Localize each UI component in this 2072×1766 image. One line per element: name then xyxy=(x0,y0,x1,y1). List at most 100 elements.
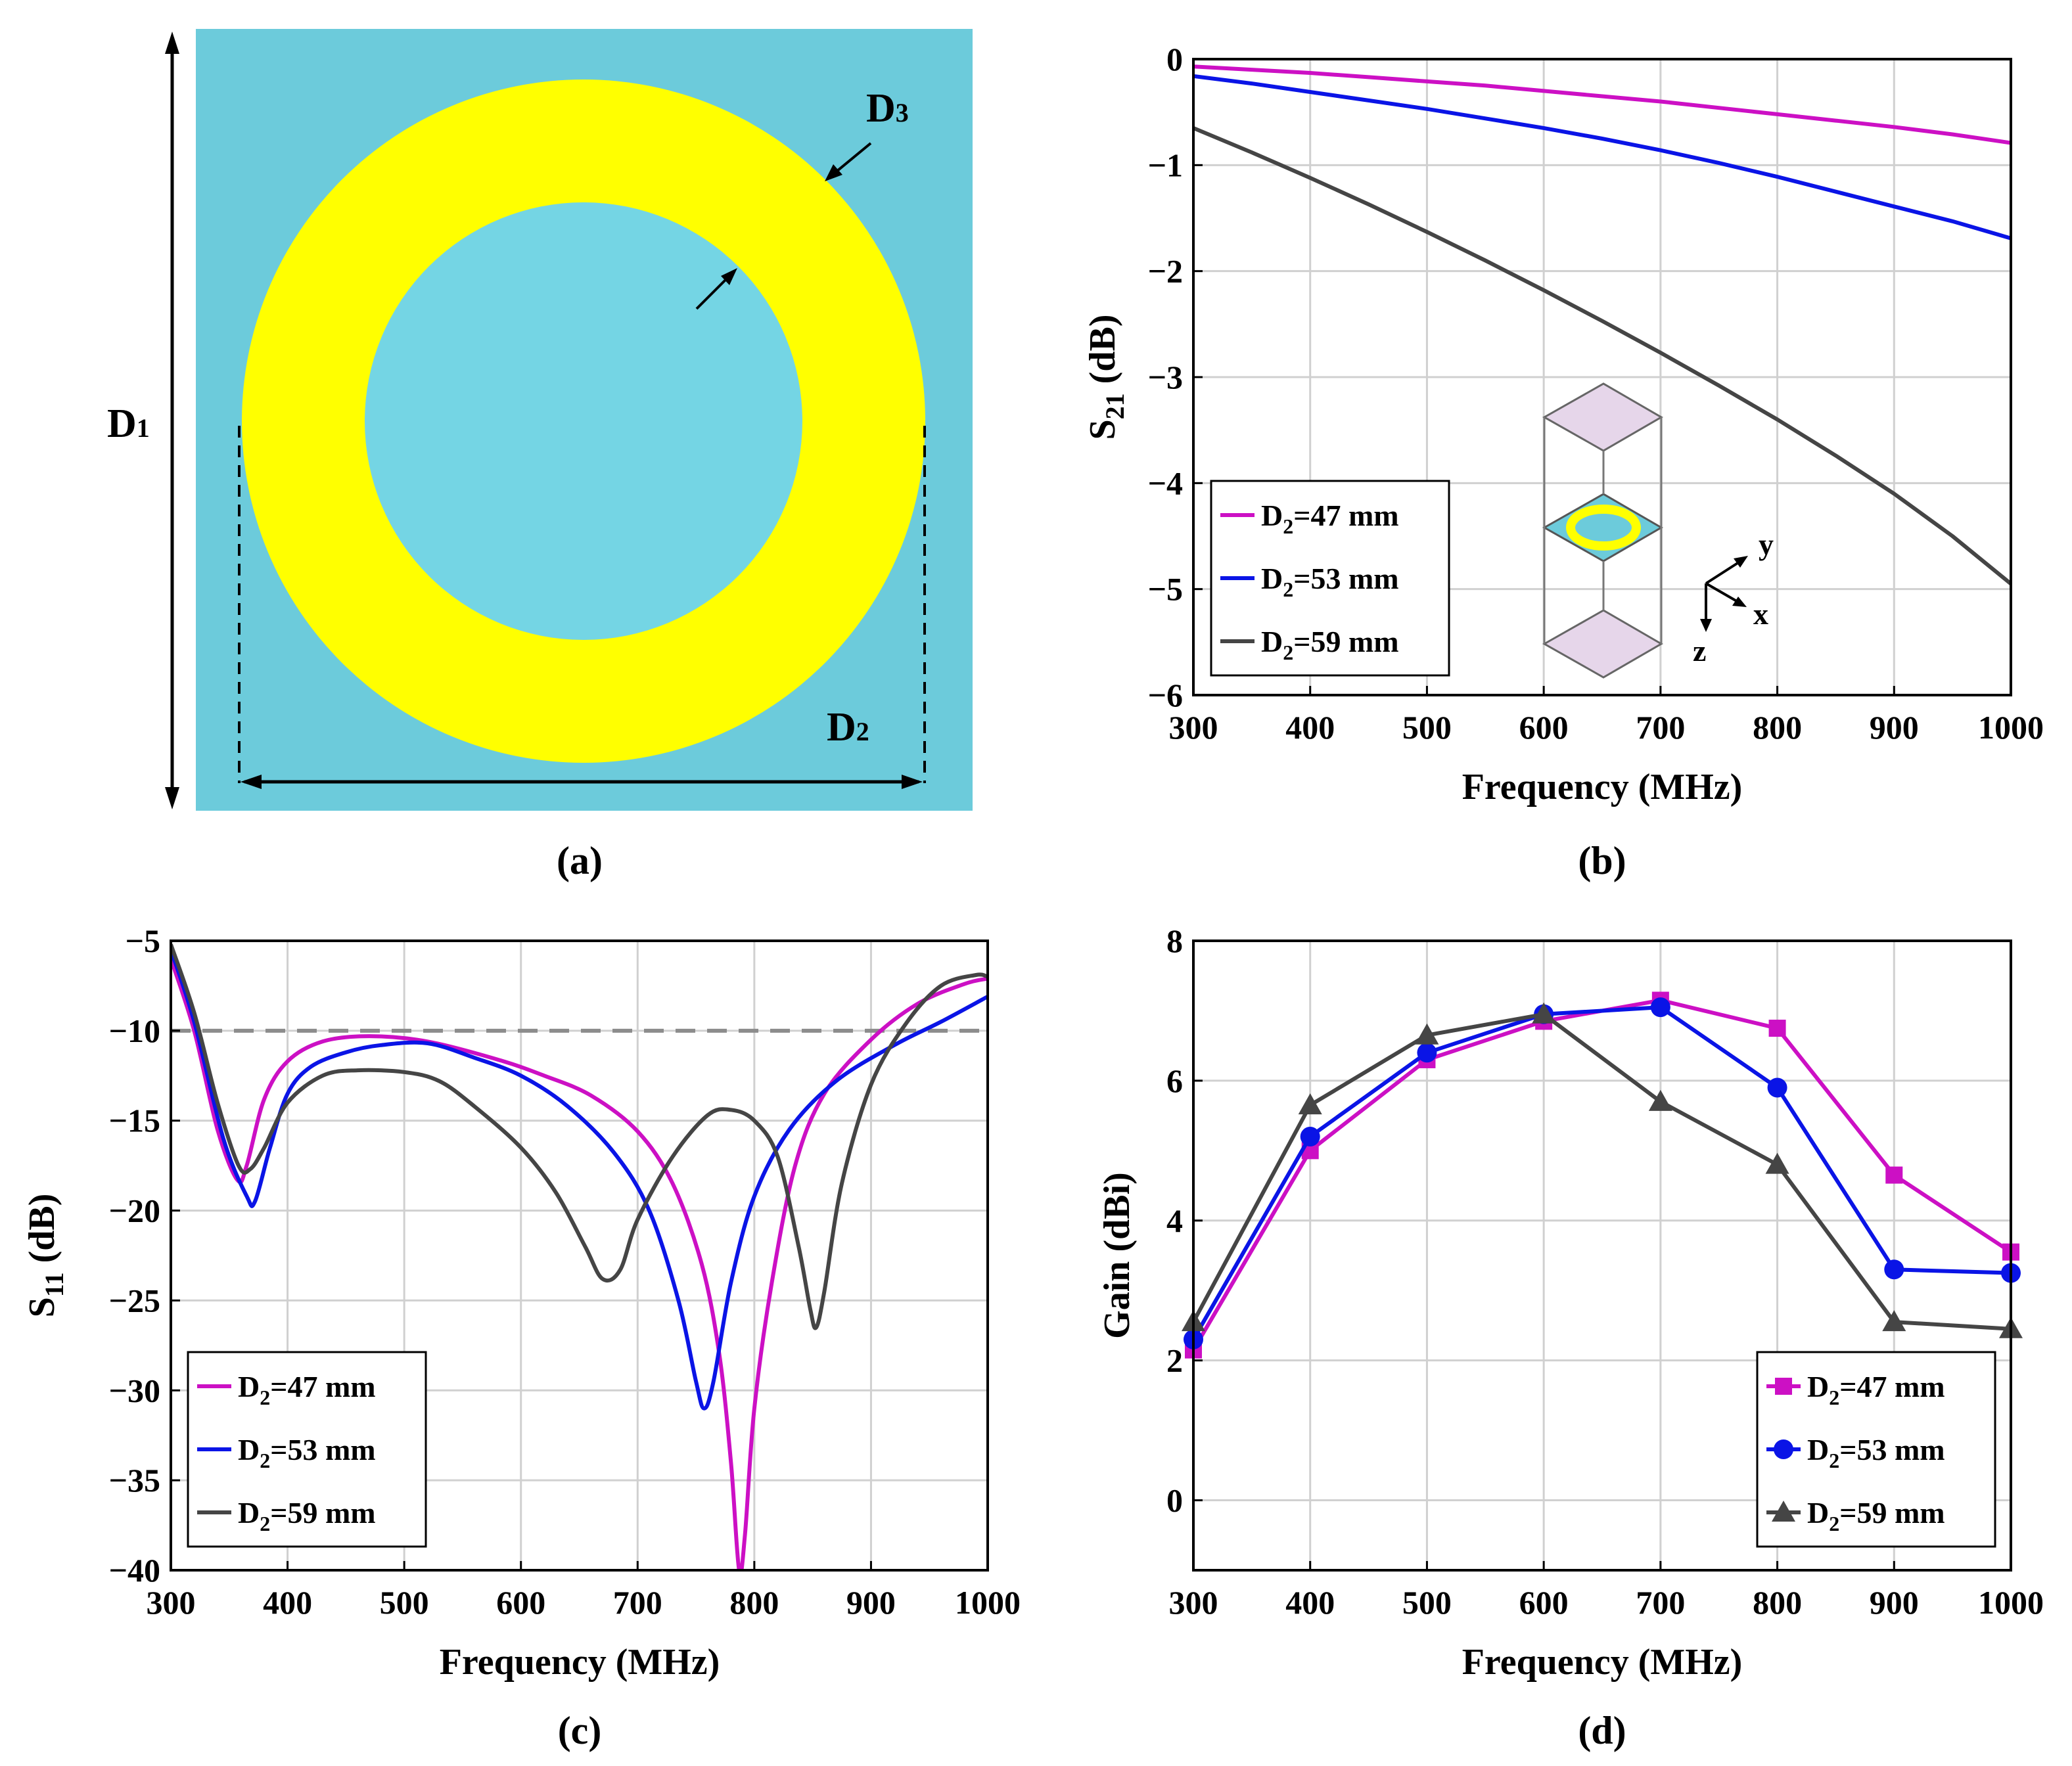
d1-arrow-head-bottom xyxy=(165,787,179,809)
chart-b-ytick-label: −3 xyxy=(1148,359,1184,396)
chart-d-xtick-label: 1000 xyxy=(1978,1584,2044,1621)
chart-c-ytick-label: −15 xyxy=(109,1102,161,1139)
chart-d-series-2-marker xyxy=(1415,1023,1439,1045)
chart-b-xtick-label: 1000 xyxy=(1978,709,2044,746)
legend-c-label-1: D2=53 mm xyxy=(238,1433,376,1472)
d2-arrow-head-left xyxy=(241,775,262,789)
inner-disk-cutout xyxy=(365,202,802,640)
chart-d-series xyxy=(1182,991,2023,1359)
panel-c: 300 400 500 600 700 800 900 1000 −5 −10 −15 −20 −25 −… xyxy=(22,922,1021,1752)
legend-c-label-0: D2=47 mm xyxy=(238,1370,376,1409)
chart-c-xtick-label: 1000 xyxy=(955,1584,1021,1621)
chart-b-ytick-label: −4 xyxy=(1148,464,1184,501)
legend-d-label-0: D2=47 mm xyxy=(1807,1370,1945,1409)
chart-d-series-2-marker xyxy=(1648,1089,1672,1111)
chart-c-xtick-label: 500 xyxy=(380,1584,429,1621)
chart-d-ytick-label: 2 xyxy=(1166,1342,1183,1379)
legend-c-label-2: D2=59 mm xyxy=(238,1496,376,1535)
chart-d-ytick-label: 6 xyxy=(1166,1062,1183,1099)
chart-c-series-line-1 xyxy=(171,949,988,1411)
chart-d-ytick-label: 0 xyxy=(1166,1482,1183,1519)
chart-d-series-line-1 xyxy=(1193,1005,2011,1341)
chart-b-ylabel: S21 (dB) xyxy=(1082,315,1130,440)
legend-d-marker-2 xyxy=(1772,1501,1795,1522)
chart-c-xtick-label: 900 xyxy=(846,1584,896,1621)
chart-d-ytick-label: 8 xyxy=(1166,922,1183,959)
chart-b-xtick-label: 700 xyxy=(1636,709,1685,746)
panel-b: 300 400 500 600 700 800 900 1000 0 −1 −2 −3 −4 −5 −6 F… xyxy=(1082,41,2044,882)
chart-b-xtick-label: 900 xyxy=(1870,709,1919,746)
chart-d-series-0-marker xyxy=(1885,1166,1903,1184)
legend-d-label-1: D2=53 mm xyxy=(1807,1433,1945,1472)
chart-d-xlabel: Frequency (MHz) xyxy=(1462,1642,1743,1683)
chart-d-ylabel: Gain (dBi) xyxy=(1097,1172,1138,1339)
panel-a: D1 D2 D3 (a) xyxy=(107,29,973,882)
chart-d-series-1-marker xyxy=(1417,1043,1437,1063)
chart-c-series-line-0 xyxy=(171,958,988,1570)
chart-b-series-line-0 xyxy=(1193,64,2011,145)
legend-d-label-2: D2=59 mm xyxy=(1807,1496,1945,1535)
chart-b-ytick-label: −5 xyxy=(1148,571,1184,608)
chart-c-xtick-label: 400 xyxy=(263,1584,312,1621)
inset-unit-cell xyxy=(1542,493,1663,562)
chart-b-xlabel: Frequency (MHz) xyxy=(1462,767,1743,807)
chart-b-xtick-label: 300 xyxy=(1169,709,1218,746)
chart-c-axes-box xyxy=(170,940,989,1572)
chart-b-xtick-label: 400 xyxy=(1285,709,1335,746)
panel-label-a: (a) xyxy=(557,839,603,882)
d3-arrow-outer-head xyxy=(825,164,842,181)
d2-arrow-head-right xyxy=(902,775,923,789)
chart-c-ytick-label: −25 xyxy=(109,1282,161,1319)
d1-label: D1 xyxy=(107,401,150,446)
waveguide-inset: y x z xyxy=(1542,382,1774,679)
chart-d-xtick-label: 600 xyxy=(1519,1584,1569,1621)
chart-c-legend: D2=47 mm D2=53 mm D2=59 mm xyxy=(187,1351,427,1548)
d1-arrow-head-top xyxy=(165,32,179,54)
d3-arrow-inner-head xyxy=(721,268,737,285)
chart-b-ytick-label: −6 xyxy=(1148,677,1184,713)
chart-d-series-1-marker xyxy=(1650,997,1670,1018)
chart-d-xtick-label: 800 xyxy=(1753,1584,1802,1621)
chart-c-xtick-label: 600 xyxy=(496,1584,545,1621)
chart-c-xtick-label: 300 xyxy=(147,1584,196,1621)
panel-d: 300 400 500 600 700 800 900 1000 0 2 4 6 8 Frequency… xyxy=(1097,922,2044,1752)
chart-c-ylabel: S11 (dB) xyxy=(22,1194,69,1318)
chart-c-ytick-label: −35 xyxy=(109,1462,161,1499)
coord-x-label: x xyxy=(1753,597,1768,631)
inset-ring xyxy=(1566,505,1641,551)
chart-d-legend: D2=47 mm D2=53 mm D2=59 mm xyxy=(1756,1351,1996,1548)
legend-d-marker-1 xyxy=(1774,1439,1793,1459)
chart-c-series xyxy=(171,943,988,1570)
chart-d-series-line-2 xyxy=(1193,1012,2011,1331)
d2-label: D2 xyxy=(827,705,869,750)
chart-c-ytick-label: −40 xyxy=(109,1552,161,1589)
panel-label-b: (b) xyxy=(1578,839,1626,882)
chart-b-xtick-label: 600 xyxy=(1519,709,1569,746)
chart-b-series-line-2 xyxy=(1193,126,2011,585)
legend-d-marker-0 xyxy=(1775,1378,1792,1395)
chart-d-xtick-label: 900 xyxy=(1870,1584,1919,1621)
chart-d-xtick-label: 300 xyxy=(1169,1584,1218,1621)
chart-b-ytick-label: −1 xyxy=(1148,147,1184,183)
chart-b-series xyxy=(1193,64,2011,585)
coord-z-arrow-head xyxy=(1700,619,1712,632)
chart-b-ticks: 300 400 500 600 700 800 900 1000 0 −1 −2 −3 −4 −5 −6 xyxy=(1148,41,2044,746)
panel-label-c: (c) xyxy=(558,1709,602,1752)
chart-c-xtick-label: 800 xyxy=(729,1584,779,1621)
chart-d-xtick-label: 500 xyxy=(1402,1584,1452,1621)
coord-x-arrow-head xyxy=(1732,597,1747,607)
chart-d-ytick-label: 4 xyxy=(1166,1202,1183,1239)
legend-b-label-1: D2=53 mm xyxy=(1261,562,1399,601)
chart-d-xtick-label: 400 xyxy=(1285,1584,1335,1621)
chart-b-xtick-label: 500 xyxy=(1402,709,1452,746)
chart-d-series-2-marker xyxy=(1298,1093,1322,1115)
chart-d-series-1-marker xyxy=(1300,1127,1320,1147)
chart-b-ytick-label: 0 xyxy=(1166,41,1183,78)
chart-b-legend: D2=47 mm D2=53 mm D2=59 mm xyxy=(1210,480,1450,677)
panel-label-d: (d) xyxy=(1578,1709,1626,1752)
chart-d-series-1-marker xyxy=(1884,1259,1904,1280)
chart-c-ytick-label: −10 xyxy=(109,1012,161,1049)
chart-c-ytick-label: −30 xyxy=(109,1372,161,1409)
chart-d-series-0-marker xyxy=(1768,1020,1786,1037)
